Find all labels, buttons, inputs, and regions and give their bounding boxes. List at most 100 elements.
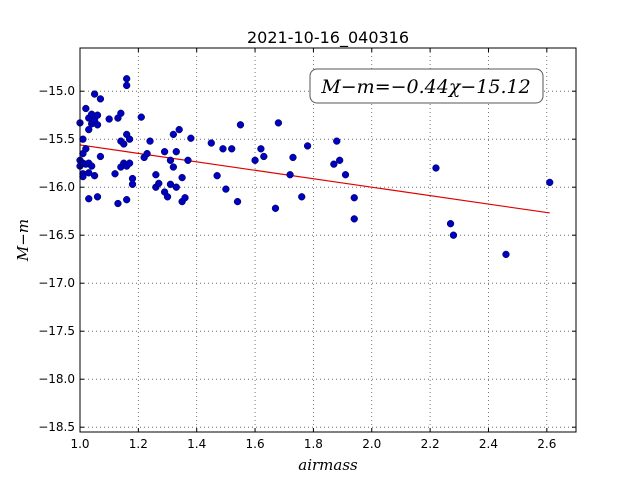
data-point bbox=[336, 156, 344, 164]
axis-ticks: 1.0 1.2 1.4 1.6 1.8 2.0 2.2 2.4 2.6 −15.0 −15.5 −16… bbox=[38, 48, 576, 451]
x-tick-label: 2.2 bbox=[421, 437, 440, 451]
data-point bbox=[274, 119, 283, 127]
data-point bbox=[260, 152, 268, 161]
data-point bbox=[233, 197, 242, 206]
data-point bbox=[169, 130, 178, 139]
data-point bbox=[172, 148, 180, 156]
data-point bbox=[143, 149, 151, 158]
data-point bbox=[123, 196, 131, 204]
data-point bbox=[123, 81, 131, 90]
data-point bbox=[111, 170, 119, 178]
data-points bbox=[76, 75, 554, 259]
data-point bbox=[333, 137, 341, 145]
data-point bbox=[502, 250, 510, 259]
data-point bbox=[125, 135, 134, 143]
data-point bbox=[350, 215, 358, 223]
data-point bbox=[128, 180, 137, 188]
data-point bbox=[341, 171, 350, 179]
x-tick-label: 1.2 bbox=[129, 437, 148, 451]
data-point bbox=[93, 121, 102, 129]
x-tick-label: 2.6 bbox=[537, 437, 556, 451]
data-point bbox=[350, 194, 358, 202]
data-point bbox=[432, 164, 440, 172]
data-point bbox=[96, 152, 105, 161]
data-point bbox=[96, 95, 105, 103]
data-point bbox=[187, 134, 195, 142]
data-point bbox=[228, 145, 236, 153]
data-point bbox=[125, 159, 134, 167]
data-point bbox=[120, 140, 128, 148]
y-axis-label: M−m bbox=[14, 219, 32, 262]
data-point bbox=[166, 180, 175, 188]
data-point bbox=[219, 145, 227, 153]
x-tick-label: 1.4 bbox=[187, 437, 206, 451]
data-point bbox=[178, 173, 186, 182]
data-point bbox=[181, 194, 189, 202]
data-point bbox=[546, 178, 554, 187]
data-point bbox=[257, 145, 265, 153]
data-point bbox=[93, 193, 102, 201]
data-point bbox=[160, 148, 169, 156]
y-tick-label: −18.5 bbox=[38, 420, 75, 434]
data-point bbox=[298, 193, 306, 201]
data-point bbox=[90, 172, 99, 180]
data-point bbox=[271, 204, 280, 212]
x-tick-label: 1.0 bbox=[70, 437, 89, 451]
fit-line bbox=[79, 144, 550, 214]
data-point bbox=[146, 137, 154, 145]
data-point bbox=[123, 75, 131, 83]
data-point bbox=[289, 153, 297, 162]
data-point bbox=[79, 135, 87, 143]
data-point bbox=[175, 125, 183, 134]
data-point bbox=[446, 220, 455, 228]
data-point bbox=[93, 111, 102, 119]
data-point bbox=[88, 162, 96, 170]
data-point bbox=[166, 156, 175, 164]
data-point bbox=[79, 172, 87, 181]
data-point bbox=[85, 195, 93, 203]
data-point bbox=[114, 199, 122, 208]
data-point bbox=[169, 163, 178, 171]
x-tick-label: 2.0 bbox=[362, 437, 381, 451]
x-tick-label: 2.4 bbox=[479, 437, 498, 451]
annotation-box-frame bbox=[309, 68, 544, 104]
x-tick-label: 1.6 bbox=[246, 437, 265, 451]
data-point bbox=[90, 90, 99, 98]
data-point bbox=[82, 104, 90, 113]
fit-equation: M−m=−0.44χ−15.12 bbox=[320, 76, 530, 98]
plot-frame bbox=[79, 47, 577, 433]
data-point bbox=[251, 156, 259, 164]
y-tick-label: −17.0 bbox=[38, 276, 75, 290]
data-point bbox=[286, 171, 294, 179]
data-point bbox=[105, 115, 113, 123]
y-tick-label: −15.0 bbox=[38, 84, 75, 98]
data-point bbox=[222, 185, 230, 193]
data-point bbox=[236, 121, 245, 129]
data-point bbox=[82, 145, 90, 153]
fit-line-group bbox=[79, 144, 550, 214]
data-point bbox=[303, 142, 312, 150]
y-tick-label: −15.5 bbox=[38, 132, 75, 146]
data-point bbox=[85, 125, 93, 134]
annotation-box: M−m=−0.44χ−15.12 bbox=[309, 68, 544, 104]
y-tick-label: −18.0 bbox=[38, 372, 75, 386]
x-axis-label: airmass bbox=[298, 456, 358, 474]
data-point bbox=[207, 139, 215, 147]
data-point bbox=[85, 169, 93, 177]
data-point bbox=[155, 179, 163, 188]
data-point bbox=[449, 231, 458, 239]
data-point bbox=[213, 172, 221, 180]
data-point bbox=[172, 183, 180, 191]
y-tick-label: −17.5 bbox=[38, 324, 75, 338]
y-tick-label: −16.5 bbox=[38, 228, 75, 242]
data-point bbox=[152, 171, 160, 179]
y-tick-label: −16.0 bbox=[38, 180, 75, 194]
data-point bbox=[163, 193, 172, 201]
data-point bbox=[330, 160, 338, 168]
data-point bbox=[184, 156, 192, 164]
chart-title: 2021-10-16_040316 bbox=[247, 28, 409, 48]
data-point bbox=[137, 113, 145, 121]
grid-lines bbox=[80, 48, 576, 432]
x-tick-label: 1.8 bbox=[304, 437, 323, 451]
